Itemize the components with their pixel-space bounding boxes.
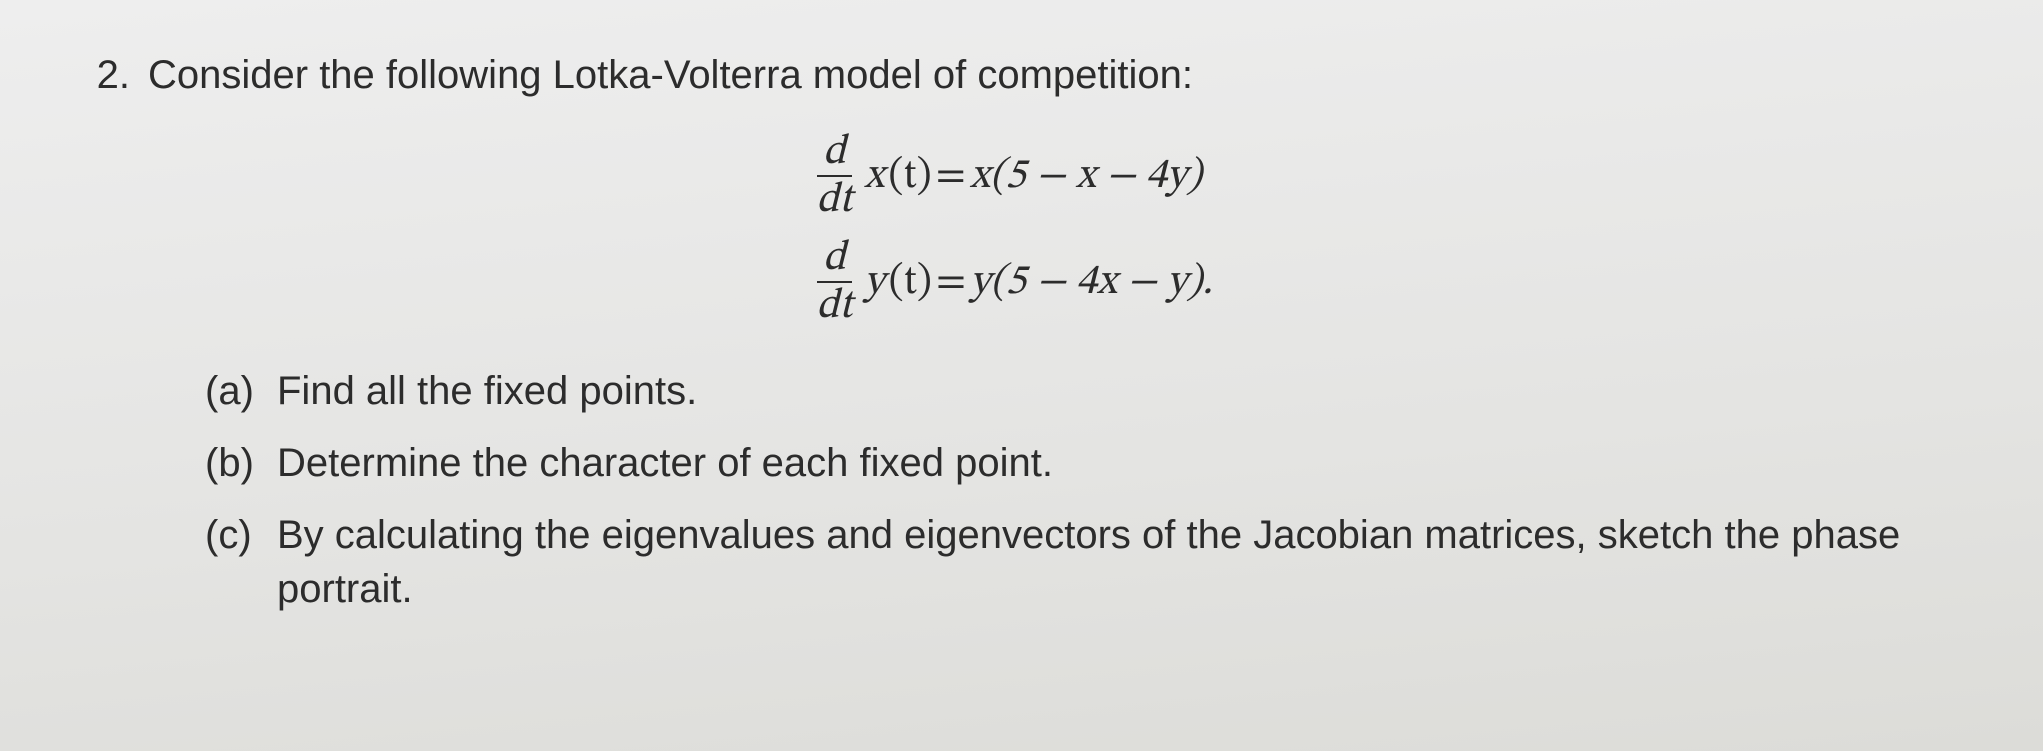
part-b-label: (b): [205, 436, 277, 490]
part-c-row: (c) By calculating the eigenvalues and e…: [205, 508, 1963, 616]
lhs-arg-2: (t): [889, 254, 932, 311]
lhs-arg-1: (t): [888, 148, 931, 205]
eq-sign-1: =: [936, 148, 966, 205]
lhs-func-2: y: [864, 254, 884, 311]
deriv-num-1: d: [817, 130, 852, 177]
deriv-den-1: dt: [810, 177, 858, 222]
question-prompt-row: 2. Consider the following Lotka-Volterra…: [60, 48, 1963, 102]
part-c-label: (c): [205, 508, 277, 562]
rhs-1: x(5 − x − 4y): [970, 148, 1202, 205]
rhs-2: y(5 − 4x − y).: [970, 254, 1213, 311]
part-c-text: By calculating the eigenvalues and eigen…: [277, 508, 1963, 616]
derivative-fraction-2: d dt: [810, 236, 858, 328]
equation-block: d dt x (t) = x(5 − x − 4y) d dt y (t) = …: [60, 130, 1963, 328]
subparts: (a) Find all the fixed points. (b) Deter…: [60, 364, 1963, 616]
part-a-label: (a): [205, 364, 277, 418]
problem-page: 2. Consider the following Lotka-Volterra…: [0, 0, 2043, 616]
part-a-row: (a) Find all the fixed points.: [205, 364, 1963, 418]
derivative-fraction-1: d dt: [810, 130, 858, 222]
question-number: 2.: [60, 48, 148, 102]
equation-1: d dt x (t) = x(5 − x − 4y): [810, 130, 1202, 222]
part-a-text: Find all the fixed points.: [277, 364, 1963, 418]
eq-sign-2: =: [936, 254, 966, 311]
question-prompt: Consider the following Lotka-Volterra mo…: [148, 48, 1963, 102]
lhs-func-1: x: [864, 148, 884, 205]
equation-block-inner: d dt x (t) = x(5 − x − 4y) d dt y (t) = …: [810, 130, 1212, 328]
deriv-den-2: dt: [810, 283, 858, 328]
part-b-text: Determine the character of each fixed po…: [277, 436, 1963, 490]
deriv-num-2: d: [817, 236, 852, 283]
part-b-row: (b) Determine the character of each fixe…: [205, 436, 1963, 490]
equation-2: d dt y (t) = y(5 − 4x − y).: [810, 236, 1212, 328]
